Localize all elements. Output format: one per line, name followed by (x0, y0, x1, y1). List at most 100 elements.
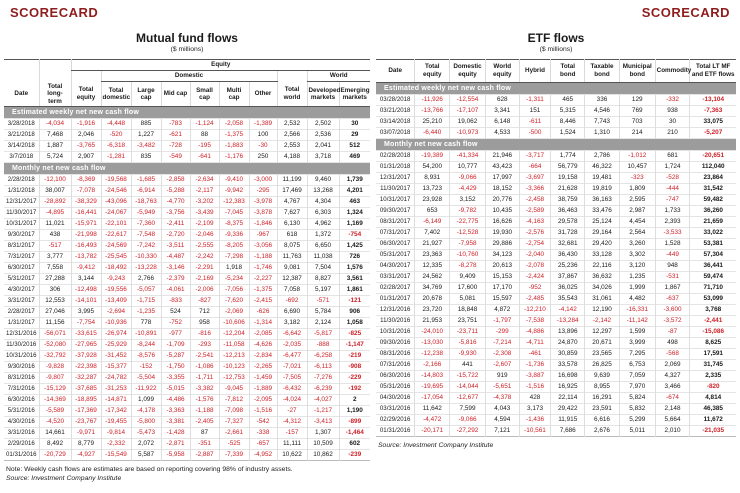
cell-value: -1,797 (484, 315, 520, 327)
table-row: 10/31/2016 -24,010 -23,711 -299 -4,886 13,896… (376, 326, 736, 338)
cell-date: 2/28/2018 (4, 174, 39, 186)
cell-value: -7,242 (130, 240, 161, 252)
cell-value: -520 (100, 129, 131, 141)
table-row: 8/31/2017 -517 -16,493 -24,569 -7,242 -3,511-… (4, 240, 371, 252)
cell-value: 57,304 (689, 249, 736, 261)
cell-value: -728 (160, 140, 190, 152)
cell-value: -3,413 (306, 416, 339, 428)
cell-date: 1/31/2018 (4, 185, 39, 197)
column-header: Equity (70, 59, 371, 71)
cell-value: 17,170 (484, 282, 520, 294)
cell-value: -14,101 (70, 295, 101, 307)
cell-value: 7,058 (276, 284, 307, 296)
cell-value: 7,558 (38, 262, 71, 274)
cell-value: -1,709 (160, 339, 190, 351)
cell-value: -1,375 (218, 129, 249, 141)
cell-value: 1,774 (550, 150, 585, 162)
cell-value: 25,124 (584, 216, 620, 228)
table-row: 10/31/2016 -32,792 -37,928 -31,452 -8,576 -5,… (4, 350, 371, 362)
etf-flows-title: ETF flows (527, 31, 585, 45)
cell-value: -9,066 (449, 172, 486, 184)
cell-value: -2,754 (518, 238, 551, 250)
cell-value: -888 (306, 339, 339, 351)
cell-value: 602 (338, 438, 371, 450)
cell-value: -2,589 (518, 205, 551, 217)
cell-value: 726 (338, 251, 371, 263)
cell-value: 1,169 (338, 218, 371, 230)
section-header-label: Monthly net new cash flow (376, 138, 736, 151)
etf-flows-panel: ETF flows ($ millions) Date Total equity D… (376, 22, 736, 482)
etf-flows-table: Date Total equity Domestic equity World equ… (376, 59, 736, 437)
table-row: 11/30/2017 13,723 -4,429 18,152 -3,366 21,628… (376, 183, 736, 195)
cell-date: 12/31/2016 (4, 328, 39, 340)
etf-notes: Source: Investment Company Institute (376, 437, 736, 449)
cell-date: 08/31/2016 (376, 348, 415, 360)
cell-value: -7,078 (70, 185, 101, 197)
cell-value: -32,287 (70, 372, 101, 384)
cell-value: 35,543 (550, 293, 585, 305)
cell-value: -6,113 (306, 361, 339, 373)
cell-value: -13,284 (550, 315, 585, 327)
cell-value: 29 (338, 129, 371, 141)
mf-source-citation: Source: Investment Company Institute (6, 475, 122, 483)
cell-value: 19,930 (484, 227, 520, 239)
cell-value: 8,931 (414, 172, 450, 184)
cell-date: 11/30/2017 (4, 207, 39, 219)
cell-value: -229 (338, 372, 371, 384)
column-header: Developed markets (306, 81, 340, 108)
cell-value: -3,482 (130, 140, 161, 152)
cell-value: 20,678 (414, 293, 450, 305)
cell-value: 17,997 (484, 172, 520, 184)
cell-value: -1,685 (130, 174, 161, 186)
header-row: Date Total long-term Total equity Total dom… (4, 81, 371, 108)
cell-value: 1,425 (338, 240, 371, 252)
cell-value: 512 (338, 140, 371, 152)
cell-value: -5,504 (130, 372, 161, 384)
cell-value: -9,807 (38, 372, 71, 384)
column-header: Large cap (130, 81, 161, 108)
cell-value: 438 (38, 229, 71, 241)
cell-value: 2,502 (306, 118, 339, 130)
mf-table-body: Estimated weekly net new cash flow 3/28/2… (4, 106, 371, 461)
cell-value: 428 (518, 392, 551, 404)
section-header-row: Estimated weekly net new cash flow (376, 82, 736, 95)
cell-date: 07/31/2016 (376, 359, 415, 371)
cell-value: -11,142 (618, 315, 656, 327)
cell-value: -157 (276, 427, 307, 439)
cell-value: -2,006 (189, 284, 219, 296)
cell-value: -899 (338, 416, 371, 428)
cell-value: -20,729 (38, 449, 71, 461)
cell-value: -12,210 (518, 304, 551, 316)
cell-value: 1,190 (338, 405, 371, 417)
table-row: 03/14/2018 25,210 19,062 6,148 -611 8,446 7,74… (376, 116, 736, 128)
cell-value: 2,335 (689, 370, 736, 382)
cell-value: -31,452 (100, 350, 131, 362)
cell-value: -4,886 (518, 326, 551, 338)
cell-value: -5,057 (130, 284, 161, 296)
cell-date: 10/31/2016 (4, 350, 39, 362)
cell-value: -542 (248, 416, 277, 428)
cell-value: 4,043 (484, 403, 520, 415)
cell-value: -3,381 (160, 416, 190, 428)
cell-value: -977 (160, 328, 190, 340)
cell-date: 06/30/2017 (376, 238, 415, 250)
cell-value: 8,779 (70, 438, 101, 450)
cell-value: -6,914 (130, 185, 161, 197)
cell-value: 3,173 (518, 403, 551, 415)
cell-value: -4,770 (160, 196, 190, 208)
cell-value: -13,030 (414, 337, 450, 349)
cell-value: -816 (189, 328, 219, 340)
cell-value: 34,026 (584, 282, 620, 294)
cell-value: 5,197 (306, 284, 339, 296)
cell-value: -28,892 (38, 196, 71, 208)
cell-value: 4,482 (618, 293, 656, 305)
cell-value: -351 (189, 438, 219, 450)
cell-value: 3,718 (306, 151, 339, 163)
cell-value: -637 (654, 293, 690, 305)
cell-value: -7,298 (218, 251, 249, 263)
table-row: 2/29/2016 8,492 8,779 -2,332 2,072 -2,871 -351… (4, 438, 371, 450)
table-row: 3/28/2018 -4,034 -1,916 -4,448 885 -783 -1,124… (4, 118, 371, 130)
cell-value: -3,000 (248, 174, 277, 186)
cell-value: 11,642 (414, 403, 450, 415)
cell-value: -2,415 (248, 295, 277, 307)
